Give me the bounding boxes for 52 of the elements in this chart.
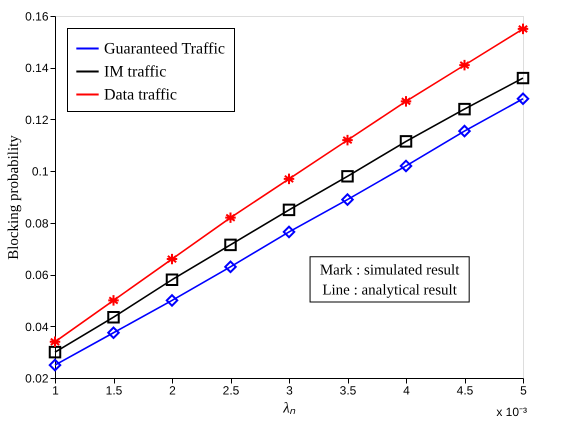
x-tick-label: 4 — [403, 384, 410, 398]
point — [224, 260, 237, 274]
y-tick-label: 0.02 — [25, 372, 49, 386]
point — [224, 238, 237, 252]
point — [458, 58, 471, 72]
y-tick-label: 0.08 — [25, 216, 49, 230]
point — [166, 294, 178, 307]
x-tick-label: 3.5 — [340, 384, 357, 398]
y-axis-title: Blocking probability — [6, 134, 22, 260]
annotation: Mark : simulated result — [320, 262, 460, 278]
x-axis-title: λₙ — [282, 400, 296, 416]
x-tick-label: 5 — [520, 384, 528, 398]
y-tick-label: 0.16 — [25, 10, 49, 24]
point — [48, 336, 62, 348]
y-tick-label: 0.04 — [25, 320, 49, 334]
point — [48, 346, 62, 358]
y-tick-label: 0.1 — [32, 164, 49, 179]
point — [48, 358, 62, 372]
point — [224, 211, 237, 224]
point — [282, 204, 296, 216]
point — [282, 172, 296, 186]
y-tick-label: 0.14 — [25, 61, 49, 76]
y-tick-label: 0.12 — [25, 112, 49, 127]
point — [516, 92, 530, 105]
point — [458, 124, 471, 138]
point — [107, 310, 120, 324]
point — [282, 226, 296, 238]
legend-label: Data traffic — [104, 86, 177, 104]
legend-label: Guaranteed Traffic — [104, 40, 225, 58]
point — [400, 160, 412, 172]
point — [341, 193, 354, 206]
x-tick-label: 1.5 — [106, 384, 123, 398]
point — [166, 252, 178, 266]
point — [516, 72, 530, 84]
x-tick-label: 4.5 — [456, 384, 474, 398]
point — [458, 102, 471, 116]
y-tick-label: 0.06 — [25, 268, 49, 282]
point — [400, 95, 412, 108]
point — [341, 170, 354, 183]
point — [107, 294, 120, 307]
x-tick-label: 2 — [169, 384, 176, 398]
text: x 10⁻³ — [496, 405, 527, 419]
point — [341, 134, 354, 146]
point — [166, 274, 178, 286]
annotation: Line : analytical result — [322, 282, 458, 298]
point — [400, 135, 412, 148]
point — [516, 22, 530, 36]
point — [107, 326, 120, 339]
x-tick-label: 1 — [52, 384, 60, 398]
x-tick-label: 2.5 — [222, 384, 240, 398]
legend-label: IM traffic — [104, 64, 166, 80]
x-tick-label: 3 — [286, 384, 294, 398]
